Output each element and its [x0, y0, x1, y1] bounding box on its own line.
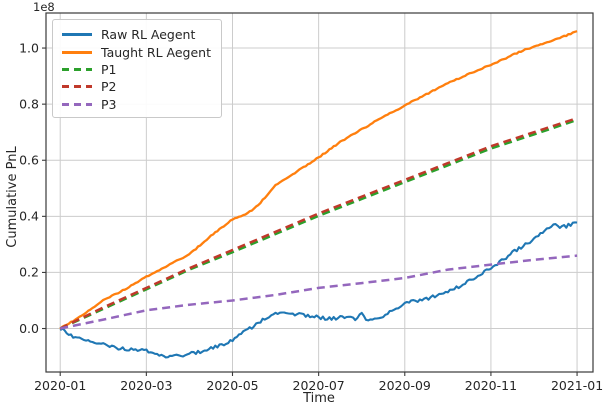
y-tick-label: 0.8	[19, 96, 39, 111]
y-offset-label: 1e8	[33, 0, 55, 14]
legend-line-sample	[62, 68, 92, 72]
y-tick-label: 0.2	[19, 265, 39, 280]
y-tick-label: 0.4	[19, 209, 39, 224]
legend-item-p1: P1	[62, 61, 213, 78]
y-axis-ticks: 0.0 0.2 0.4 0.6 0.8 1.0	[19, 40, 46, 336]
series-line-p3	[59, 254, 578, 330]
legend-item-p2: P2	[62, 78, 213, 95]
y-tick-label: 1.0	[19, 40, 39, 55]
legend-item-label: Taught RL Aegent	[101, 44, 211, 60]
legend-item-label: P3	[101, 96, 117, 112]
legend-item-label: P2	[101, 79, 117, 95]
legend-item-label: P1	[101, 62, 117, 78]
x-tick-label: 2020-01	[34, 378, 86, 393]
legend-line-sample	[62, 102, 92, 106]
x-tick-label: 2020-05	[206, 378, 258, 393]
legend-item-label: Raw RL Aegent	[101, 27, 196, 43]
legend-line-sample	[62, 85, 92, 89]
legend-item-taught-rl-aegent: Taught RL Aegent	[62, 43, 213, 60]
x-axis-label: Time	[302, 391, 335, 406]
plot-border	[45, 12, 594, 373]
y-tick-label: 0.6	[19, 153, 39, 168]
series-line-p1	[59, 118, 578, 330]
x-tick-label: 2020-07	[293, 378, 345, 393]
legend-item-raw-rl-aegent: Raw RL Aegent	[62, 26, 213, 43]
legend: Raw RL Aegent Taught RL Aegent P1 P2 P3	[52, 19, 222, 118]
data-series	[59, 30, 578, 359]
series-line-taught-rl-aegent	[59, 30, 578, 330]
x-axis-ticks: 2020-01 2020-03 2020-05 2020-07 2020-09 2020-…	[34, 372, 603, 393]
x-tick-label: 2020-09	[379, 378, 431, 393]
x-tick-label: 2020-11	[465, 378, 517, 393]
series-line-raw-rl-aegent	[59, 221, 578, 359]
x-tick-label: 2020-03	[120, 378, 172, 393]
series-line-p2	[59, 117, 578, 330]
legend-line-sample	[62, 50, 92, 54]
legend-line-sample	[62, 33, 92, 37]
x-tick-label: 2021-01	[551, 378, 603, 393]
y-axis-label: Cumulative PnL	[5, 146, 20, 248]
y-tick-label: 0.0	[19, 321, 39, 336]
legend-item-p3: P3	[62, 96, 213, 113]
